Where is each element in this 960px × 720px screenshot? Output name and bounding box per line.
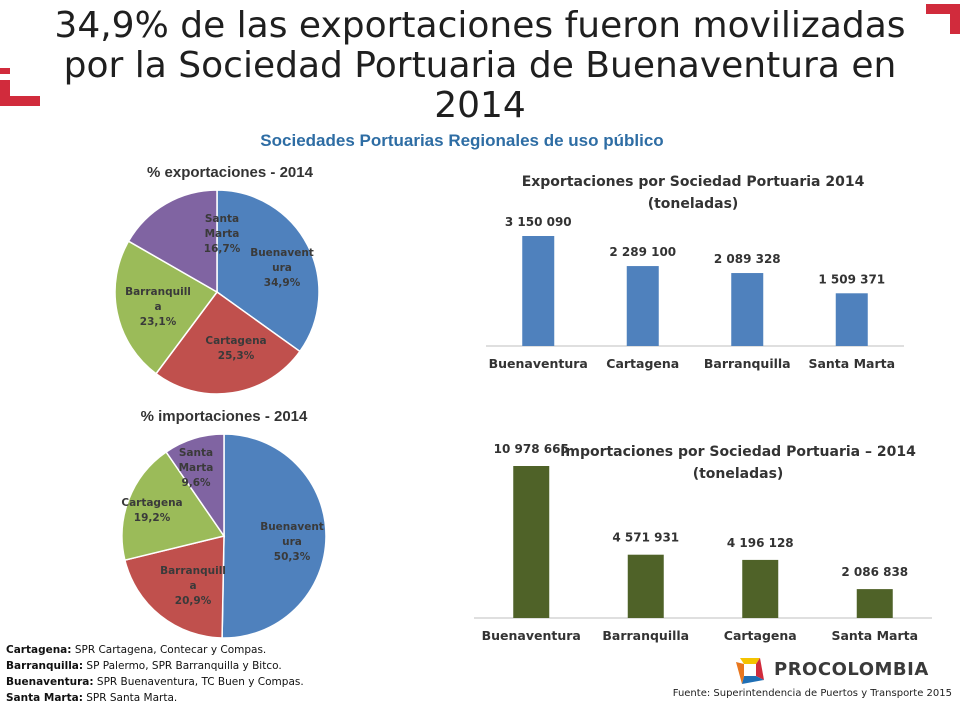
import-pie-title: % importaciones - 2014 [140, 408, 308, 425]
bar-value-label: 4 196 128 [727, 536, 794, 550]
procolombia-logo: PROCOLOMBIA [734, 654, 928, 688]
bar [731, 273, 764, 346]
bar-value-label: 2 089 328 [714, 252, 781, 266]
bar-value-label: 3 150 090 [505, 215, 572, 229]
bar [626, 266, 659, 346]
pie-slice-label: Cartagena 19,2% [121, 497, 182, 524]
pie-slice [121, 450, 226, 562]
bar-category-label: Barranquilla [602, 628, 689, 643]
pie-slice [154, 290, 301, 395]
note-line: Santa Marta: SPR Santa Marta. [6, 692, 178, 704]
export-pie-title: % exportaciones - 2014 [147, 164, 313, 181]
bar [522, 236, 555, 346]
pie-slice [165, 433, 225, 539]
bar-chart-title: Importaciones por Sociedad Portuaria – 2… [560, 444, 916, 482]
port-operators-notes: Cartagena: SPR Cartagena, Contecar y Com… [6, 642, 304, 706]
procolombia-logo-icon [736, 658, 764, 684]
decorative-corner-bottom-left [0, 80, 40, 106]
note-line: Barranquilla: SP Palermo, SPR Barranquil… [6, 660, 282, 672]
pie-slice [216, 189, 320, 353]
bar-value-label: 2 086 838 [841, 565, 908, 579]
bar [742, 559, 779, 618]
pie-slice [221, 433, 327, 639]
bar [835, 293, 868, 346]
bar-value-label: 2 289 100 [609, 245, 676, 259]
bar-value-label: 1 509 371 [818, 272, 885, 286]
pie-slice-label: Buenavent ura 50,3% [260, 521, 324, 563]
bar [856, 589, 893, 618]
pie-slice-label: Cartagena 25,3% [205, 335, 266, 362]
pie-slice-label: Santa Marta 9,6% [179, 447, 214, 489]
pie-slice-label: Barranquill a 23,1% [125, 286, 191, 328]
pie-slice [123, 535, 225, 639]
note-line: Buenaventura: SPR Buenaventura, TC Buen … [6, 676, 304, 688]
pie-slice-label: Buenavent ura 34,9% [250, 247, 314, 289]
pie-slice [127, 189, 218, 294]
bar-chart-title: Exportaciones por Sociedad Portuaria 201… [522, 174, 865, 212]
pie-slice-label: Barranquill a 20,9% [160, 565, 226, 607]
bar-category-label: Cartagena [724, 628, 797, 643]
source-note: Fuente: Superintendencia de Puertos y Tr… [672, 688, 952, 699]
decorative-corner-top-left [0, 68, 10, 74]
bar-category-label: Barranquilla [704, 356, 791, 371]
bar-value-label: 10 978 665 [494, 442, 569, 456]
slide-title: 34,9% de las exportaciones fueron movili… [54, 5, 906, 126]
section-subtitle: Sociedades Portuarias Regionales de uso … [260, 131, 664, 150]
decorative-corner-top-right [926, 4, 960, 34]
bar-category-label: Buenaventura [482, 628, 581, 643]
pie-slice-label: Santa Marta 16,7% [204, 213, 241, 255]
bar-category-label: Santa Marta [808, 356, 895, 371]
bar-category-label: Cartagena [606, 356, 679, 371]
bar-category-label: Santa Marta [831, 628, 918, 643]
bar-value-label: 4 571 931 [612, 531, 679, 545]
bar [513, 466, 550, 618]
bar-category-label: Buenaventura [489, 356, 588, 371]
pie-slice [114, 240, 219, 375]
note-line: Cartagena: SPR Cartagena, Contecar y Com… [6, 644, 267, 656]
procolombia-logo-text: PROCOLOMBIA [774, 659, 929, 680]
bar [627, 554, 664, 618]
